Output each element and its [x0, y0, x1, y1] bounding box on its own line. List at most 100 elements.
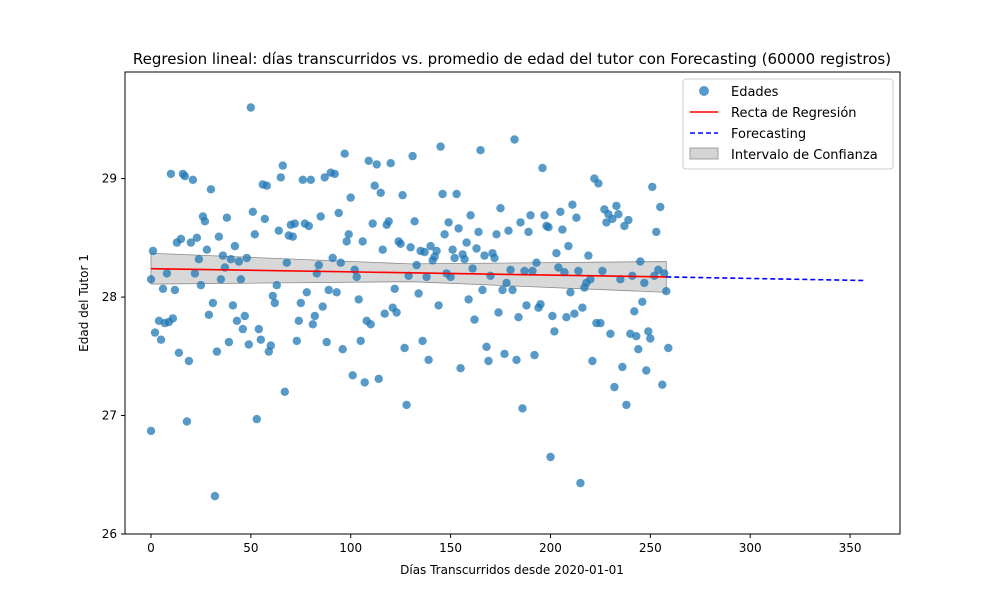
data-point — [210, 491, 220, 501]
data-point — [374, 374, 383, 383]
data-point — [312, 269, 321, 278]
data-point — [482, 342, 491, 351]
data-point — [660, 269, 669, 278]
data-point — [292, 336, 301, 346]
data-point — [376, 188, 385, 197]
data-point — [494, 308, 503, 317]
data-point — [462, 238, 471, 247]
data-point — [404, 271, 413, 280]
data-point — [472, 244, 481, 253]
data-point — [422, 272, 431, 282]
legend: Edades Recta de Regresión Forecasting In… — [682, 78, 894, 170]
data-point — [202, 245, 212, 254]
data-point — [618, 362, 627, 372]
data-point — [174, 348, 184, 357]
data-point — [518, 404, 527, 413]
data-point — [598, 266, 607, 276]
data-point — [662, 287, 671, 296]
data-point — [420, 247, 429, 257]
data-point — [330, 169, 339, 179]
x-axis: 0 50 100 150 200 250 300 350 — [147, 534, 862, 555]
data-point — [236, 275, 246, 284]
data-point — [574, 266, 583, 276]
data-point — [564, 241, 573, 251]
data-point — [196, 281, 206, 290]
data-point — [468, 264, 477, 273]
axes-frame — [124, 71, 901, 535]
data-point — [190, 269, 200, 278]
data-point — [438, 189, 447, 199]
data-point — [408, 151, 417, 161]
data-point — [398, 191, 407, 200]
data-point — [460, 255, 469, 264]
data-point — [304, 221, 313, 231]
data-point — [324, 285, 333, 295]
data-point — [490, 253, 499, 263]
data-point — [368, 219, 377, 228]
data-point — [188, 175, 198, 184]
x-tick-label: 0 — [147, 541, 155, 555]
data-point — [444, 218, 453, 227]
data-point — [434, 301, 443, 310]
data-point — [432, 246, 441, 256]
data-point — [448, 245, 457, 254]
regression-lines-layer — [150, 267, 865, 282]
data-point — [512, 355, 521, 365]
data-point — [556, 207, 565, 216]
data-point — [308, 320, 317, 329]
data-point — [254, 324, 263, 334]
data-point — [162, 269, 172, 278]
data-point — [336, 258, 345, 267]
data-point — [272, 281, 281, 290]
data-point — [642, 366, 651, 375]
data-point — [226, 255, 236, 264]
data-point — [316, 212, 325, 221]
data-point — [234, 257, 244, 266]
data-point — [296, 298, 305, 308]
data-point — [364, 156, 373, 165]
data-point — [614, 210, 623, 219]
data-point — [528, 266, 537, 276]
data-point — [288, 232, 297, 241]
data-point — [610, 382, 619, 392]
data-point — [166, 169, 176, 179]
data-point — [498, 285, 507, 295]
data-point — [246, 103, 255, 112]
data-point — [270, 298, 279, 308]
data-point — [306, 175, 315, 184]
data-point — [146, 426, 156, 436]
data-point — [510, 135, 519, 144]
data-point — [216, 275, 226, 284]
data-point — [568, 200, 577, 209]
data-point — [212, 347, 222, 356]
data-point — [344, 230, 353, 239]
data-point — [372, 160, 381, 169]
data-point — [500, 349, 509, 359]
data-point — [340, 149, 349, 158]
x-tick-label: 50 — [243, 541, 258, 555]
data-point — [354, 295, 363, 304]
data-point — [594, 179, 603, 188]
data-point — [608, 214, 617, 224]
y-tick-label: 27 — [102, 409, 117, 423]
data-point — [380, 309, 389, 318]
data-point — [470, 315, 479, 324]
data-point — [156, 335, 166, 344]
legend-label-forecast: Forecasting — [731, 127, 806, 142]
data-point — [450, 253, 459, 263]
data-point — [182, 417, 192, 426]
data-point — [516, 218, 525, 227]
data-point — [302, 288, 311, 297]
data-point — [274, 226, 283, 235]
data-point — [586, 275, 595, 284]
data-point — [320, 173, 329, 182]
data-point — [570, 309, 579, 318]
forecast-line — [666, 276, 865, 282]
data-point — [276, 173, 285, 182]
x-tick-label: 250 — [639, 541, 662, 555]
data-point — [572, 213, 581, 222]
y-tick-label: 28 — [102, 290, 117, 304]
data-point — [310, 311, 319, 321]
data-point — [266, 341, 275, 350]
data-point — [290, 219, 299, 228]
